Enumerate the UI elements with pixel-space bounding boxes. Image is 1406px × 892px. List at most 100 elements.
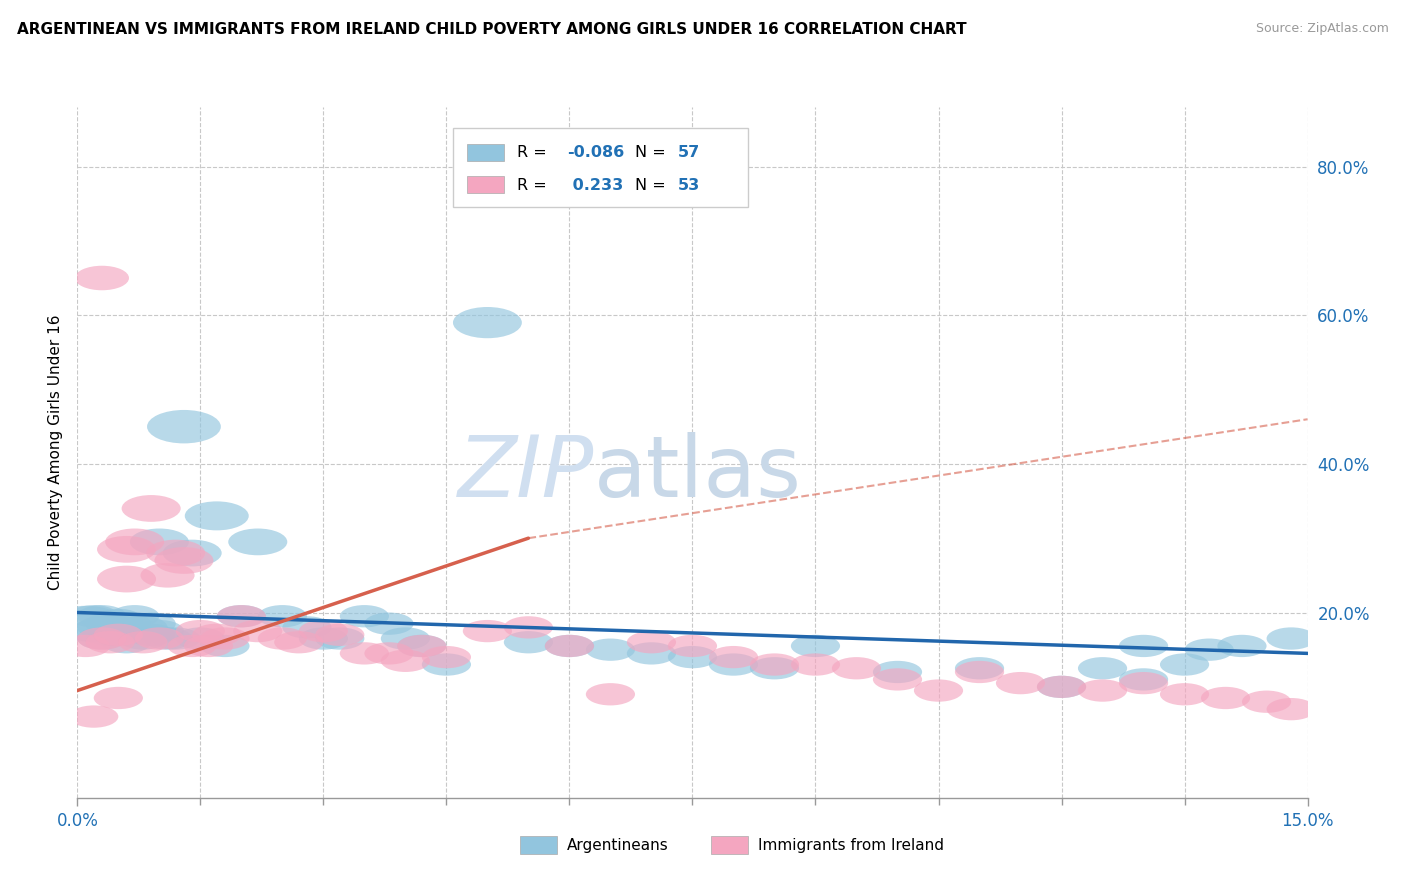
Ellipse shape — [873, 661, 922, 683]
Ellipse shape — [60, 635, 110, 657]
FancyBboxPatch shape — [467, 177, 505, 194]
FancyBboxPatch shape — [520, 837, 557, 854]
Ellipse shape — [422, 653, 471, 676]
Ellipse shape — [193, 624, 242, 646]
Ellipse shape — [364, 642, 413, 665]
Ellipse shape — [141, 563, 194, 588]
Ellipse shape — [155, 547, 214, 574]
Ellipse shape — [94, 624, 143, 646]
Ellipse shape — [1160, 683, 1209, 706]
Ellipse shape — [709, 646, 758, 668]
Ellipse shape — [1119, 635, 1168, 657]
Ellipse shape — [1078, 657, 1128, 680]
Ellipse shape — [586, 639, 636, 661]
Ellipse shape — [77, 627, 127, 649]
Ellipse shape — [46, 606, 125, 641]
Ellipse shape — [299, 620, 349, 642]
FancyBboxPatch shape — [467, 144, 505, 161]
Ellipse shape — [86, 632, 135, 653]
Ellipse shape — [94, 687, 143, 709]
Ellipse shape — [103, 620, 152, 642]
Ellipse shape — [463, 620, 512, 642]
Ellipse shape — [148, 410, 221, 443]
Ellipse shape — [586, 683, 636, 706]
Ellipse shape — [152, 627, 201, 649]
Text: R =: R = — [516, 145, 551, 161]
Ellipse shape — [315, 627, 364, 649]
Ellipse shape — [955, 657, 1004, 680]
Ellipse shape — [668, 635, 717, 657]
Ellipse shape — [184, 635, 233, 657]
Ellipse shape — [1267, 627, 1316, 649]
Ellipse shape — [217, 605, 266, 627]
Ellipse shape — [69, 605, 118, 627]
Ellipse shape — [340, 642, 389, 665]
Ellipse shape — [122, 495, 181, 522]
Ellipse shape — [364, 613, 413, 635]
Ellipse shape — [503, 616, 553, 639]
Ellipse shape — [546, 635, 595, 657]
Ellipse shape — [1218, 635, 1267, 657]
FancyBboxPatch shape — [453, 128, 748, 207]
Text: ZIP: ZIP — [458, 432, 595, 515]
Ellipse shape — [832, 657, 882, 680]
Ellipse shape — [105, 528, 165, 555]
Ellipse shape — [1267, 698, 1316, 721]
Ellipse shape — [77, 627, 127, 649]
Ellipse shape — [453, 307, 522, 338]
Ellipse shape — [340, 605, 389, 627]
Ellipse shape — [257, 605, 307, 627]
Text: ARGENTINEAN VS IMMIGRANTS FROM IRELAND CHILD POVERTY AMONG GIRLS UNDER 16 CORREL: ARGENTINEAN VS IMMIGRANTS FROM IRELAND C… — [17, 22, 966, 37]
Text: 57: 57 — [678, 145, 700, 161]
Ellipse shape — [381, 649, 430, 672]
Ellipse shape — [398, 635, 447, 657]
Ellipse shape — [118, 632, 167, 653]
Ellipse shape — [995, 672, 1045, 694]
Ellipse shape — [94, 609, 143, 632]
Ellipse shape — [1038, 676, 1087, 698]
Ellipse shape — [86, 613, 135, 635]
Ellipse shape — [955, 661, 1004, 683]
Text: N =: N = — [634, 145, 671, 161]
Ellipse shape — [257, 627, 307, 649]
Ellipse shape — [381, 627, 430, 649]
Ellipse shape — [75, 266, 129, 290]
Ellipse shape — [503, 632, 553, 653]
Ellipse shape — [422, 646, 471, 668]
Text: R =: R = — [516, 178, 551, 193]
Ellipse shape — [627, 632, 676, 653]
Ellipse shape — [176, 627, 225, 649]
Ellipse shape — [709, 653, 758, 676]
Text: atlas: atlas — [595, 432, 801, 515]
Ellipse shape — [127, 613, 176, 635]
Ellipse shape — [627, 642, 676, 665]
Ellipse shape — [228, 528, 287, 555]
Ellipse shape — [77, 616, 127, 639]
Ellipse shape — [118, 616, 167, 639]
Ellipse shape — [167, 635, 217, 657]
Ellipse shape — [201, 627, 250, 649]
Ellipse shape — [1119, 672, 1168, 694]
Ellipse shape — [1201, 687, 1250, 709]
Ellipse shape — [315, 624, 364, 646]
Ellipse shape — [143, 627, 193, 649]
Ellipse shape — [135, 627, 184, 649]
Ellipse shape — [77, 605, 127, 627]
Ellipse shape — [118, 627, 167, 649]
Ellipse shape — [103, 613, 152, 635]
Text: Immigrants from Ireland: Immigrants from Ireland — [758, 838, 943, 853]
Ellipse shape — [1160, 653, 1209, 676]
Ellipse shape — [103, 632, 152, 653]
Ellipse shape — [274, 632, 323, 653]
Text: -0.086: -0.086 — [567, 145, 624, 161]
Text: 53: 53 — [678, 178, 700, 193]
Ellipse shape — [94, 620, 143, 642]
Ellipse shape — [135, 620, 184, 642]
Ellipse shape — [749, 657, 799, 680]
Text: Argentineans: Argentineans — [567, 838, 669, 853]
FancyBboxPatch shape — [711, 837, 748, 854]
Ellipse shape — [86, 624, 135, 646]
Ellipse shape — [1038, 676, 1087, 698]
Ellipse shape — [97, 536, 156, 563]
Ellipse shape — [110, 605, 159, 627]
